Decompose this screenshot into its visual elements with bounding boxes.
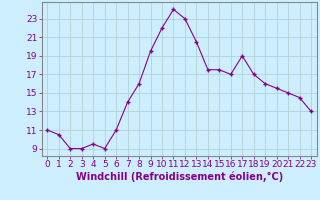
X-axis label: Windchill (Refroidissement éolien,°C): Windchill (Refroidissement éolien,°C)	[76, 172, 283, 182]
